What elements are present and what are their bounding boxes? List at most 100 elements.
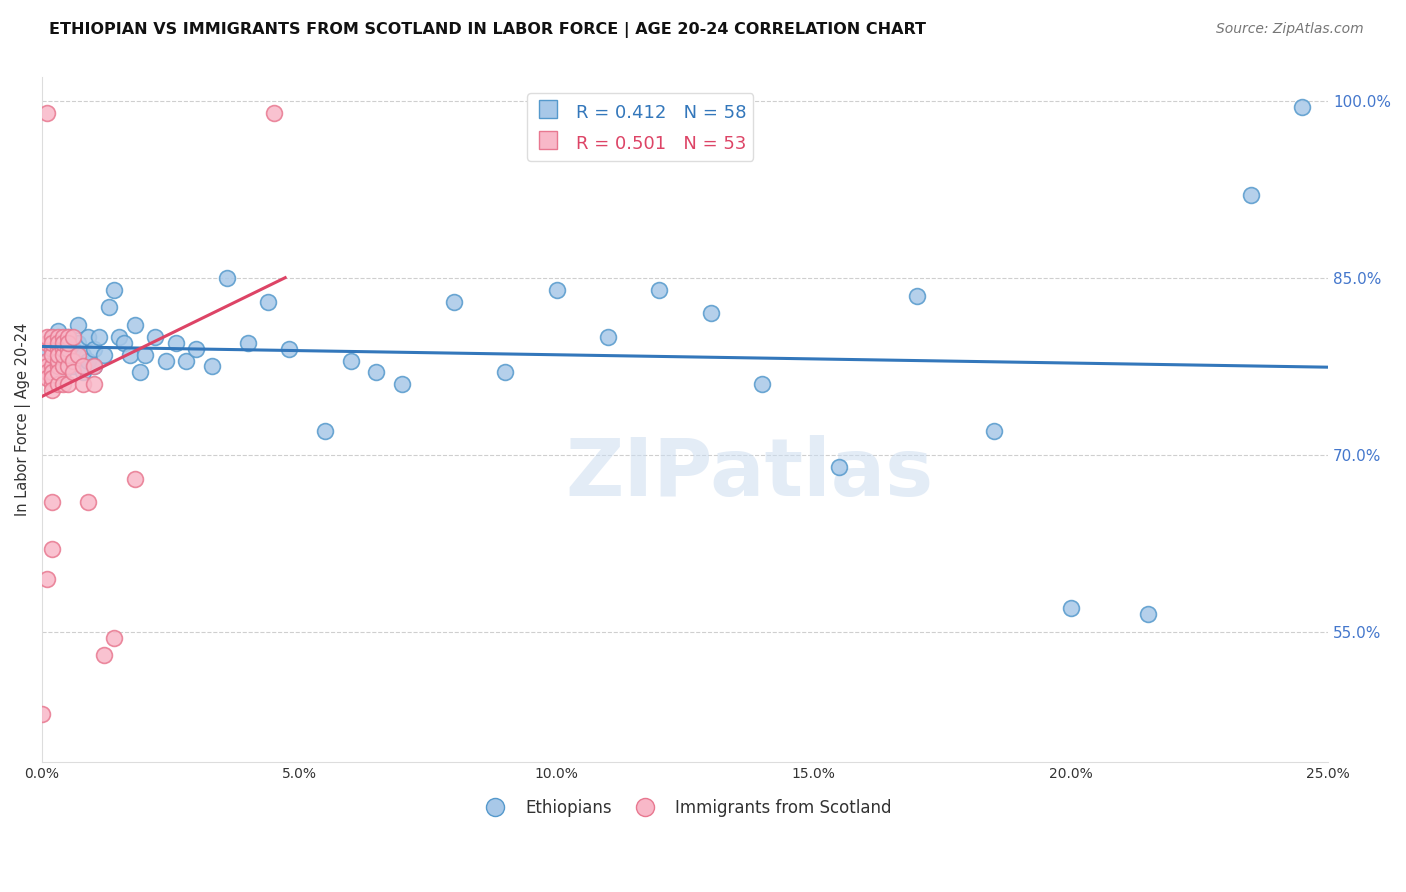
Point <box>52 365 75 379</box>
Point <box>56 330 79 344</box>
Point <box>174 353 197 368</box>
Point <box>257 294 280 309</box>
Point <box>443 294 465 309</box>
Point <box>37 330 59 344</box>
Point <box>62 342 84 356</box>
Point <box>128 365 150 379</box>
Y-axis label: In Labor Force | Age 20-24: In Labor Force | Age 20-24 <box>15 323 31 516</box>
Point <box>52 335 75 350</box>
Point <box>46 335 69 350</box>
Point <box>339 353 361 368</box>
Point <box>52 342 75 356</box>
Point <box>56 348 79 362</box>
Point <box>56 335 79 350</box>
Point <box>134 348 156 362</box>
Point <box>118 348 141 362</box>
Point <box>236 335 259 350</box>
Point <box>751 377 773 392</box>
Point <box>1240 188 1263 202</box>
Point <box>72 377 94 392</box>
Point <box>67 335 90 350</box>
Point <box>41 365 63 379</box>
Point <box>37 572 59 586</box>
Point <box>56 377 79 392</box>
Point <box>37 365 59 379</box>
Point <box>124 471 146 485</box>
Point <box>41 335 63 350</box>
Point <box>366 365 388 379</box>
Point <box>700 306 723 320</box>
Point <box>41 348 63 362</box>
Point <box>72 359 94 374</box>
Point <box>103 283 125 297</box>
Point <box>67 318 90 333</box>
Point <box>37 359 59 374</box>
Point <box>186 342 208 356</box>
Point <box>37 105 59 120</box>
Point <box>41 383 63 397</box>
Point <box>56 330 79 344</box>
Point <box>62 330 84 344</box>
Text: ZIPatlas: ZIPatlas <box>565 435 934 513</box>
Point <box>41 495 63 509</box>
Point <box>77 353 100 368</box>
Point <box>37 342 59 356</box>
Point <box>314 425 336 439</box>
Point <box>828 459 851 474</box>
Point <box>546 283 568 297</box>
Legend: Ethiopians, Immigrants from Scotland: Ethiopians, Immigrants from Scotland <box>472 792 898 823</box>
Point <box>165 335 187 350</box>
Point <box>1060 601 1083 615</box>
Point <box>596 330 619 344</box>
Point <box>983 425 1005 439</box>
Point <box>217 271 239 285</box>
Point <box>46 335 69 350</box>
Point <box>41 542 63 557</box>
Point <box>41 330 63 344</box>
Point <box>41 342 63 356</box>
Point <box>46 342 69 356</box>
Point <box>83 342 105 356</box>
Point <box>52 353 75 368</box>
Point <box>77 495 100 509</box>
Point <box>112 335 135 350</box>
Point <box>1137 607 1160 622</box>
Point <box>56 342 79 356</box>
Point <box>391 377 413 392</box>
Point <box>93 648 115 663</box>
Point <box>52 330 75 344</box>
Point <box>263 105 285 120</box>
Point <box>46 353 69 368</box>
Point <box>72 365 94 379</box>
Point <box>83 359 105 374</box>
Point <box>41 377 63 392</box>
Point <box>46 330 69 344</box>
Point <box>46 365 69 379</box>
Text: ETHIOPIAN VS IMMIGRANTS FROM SCOTLAND IN LABOR FORCE | AGE 20-24 CORRELATION CHA: ETHIOPIAN VS IMMIGRANTS FROM SCOTLAND IN… <box>49 22 927 38</box>
Point <box>37 335 59 350</box>
Point <box>494 365 516 379</box>
Point <box>83 359 105 374</box>
Point <box>124 318 146 333</box>
Point <box>155 353 177 368</box>
Point <box>41 330 63 344</box>
Point <box>905 288 928 302</box>
Point <box>77 330 100 344</box>
Point <box>87 330 110 344</box>
Point <box>41 348 63 362</box>
Point <box>108 330 131 344</box>
Point <box>41 359 63 374</box>
Point <box>46 359 69 374</box>
Point <box>62 359 84 374</box>
Point <box>62 365 84 379</box>
Point <box>83 377 105 392</box>
Point <box>52 377 75 392</box>
Point <box>1291 100 1313 114</box>
Point <box>46 377 69 392</box>
Point <box>278 342 301 356</box>
Point <box>46 359 69 374</box>
Point <box>37 353 59 368</box>
Point <box>52 348 75 362</box>
Point <box>103 631 125 645</box>
Point <box>143 330 166 344</box>
